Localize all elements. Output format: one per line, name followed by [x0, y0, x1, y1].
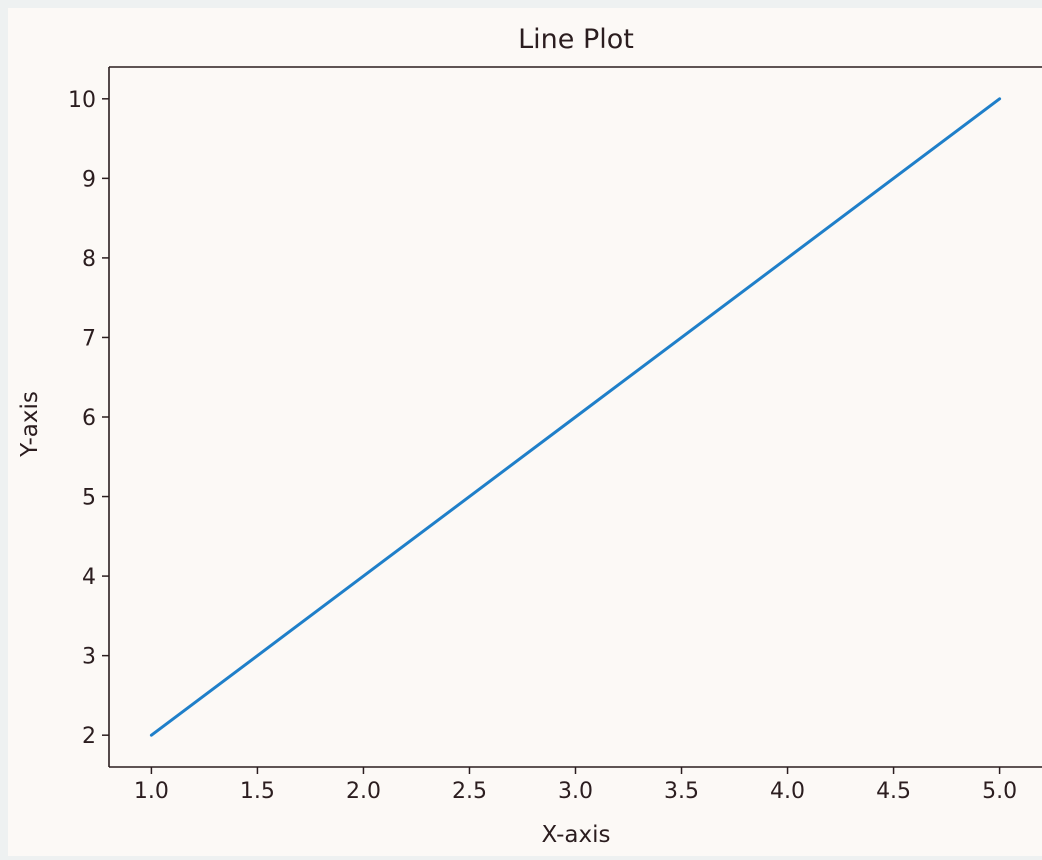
x-tick-label: 2.5	[452, 779, 487, 804]
y-tick-label: 8	[82, 247, 96, 272]
y-tick-label: 5	[82, 486, 96, 511]
x-tick-label: 1.5	[240, 779, 275, 804]
y-tick-label: 6	[82, 406, 96, 431]
chart-title: Line Plot	[518, 24, 634, 55]
y-tick-label: 7	[82, 326, 96, 351]
y-tick-label: 3	[82, 645, 96, 670]
y-tick-label: 4	[82, 565, 96, 590]
line-chart: Line Plot X-axis Y-axis 1.0 1.5 2.0 2.5 3.0 3…	[8, 8, 1042, 856]
series-line	[149, 97, 1002, 737]
x-tick-label: 5.0	[982, 779, 1017, 804]
x-tick-label: 4.5	[876, 779, 911, 804]
x-tick-label: 3.0	[558, 779, 593, 804]
x-axis-label: X-axis	[542, 822, 611, 848]
x-tick-label: 4.0	[770, 779, 805, 804]
chart-figure: Line Plot X-axis Y-axis 1.0 1.5 2.0 2.5 3.0 3…	[8, 8, 1042, 856]
y-axis-label: Y-axis	[17, 391, 43, 458]
x-tick-label: 2.0	[346, 779, 381, 804]
x-tick-label: 3.5	[664, 779, 699, 804]
y-tick-label: 10	[68, 88, 96, 113]
y-tick-label: 2	[82, 724, 96, 749]
plot-area: 1.0 1.5 2.0 2.5 3.0 3.5 4.0 4.5 5.0 2 3 4 5 6 7 8 9 10	[68, 66, 1042, 804]
y-tick-label: 9	[82, 167, 96, 192]
x-tick-label: 1.0	[134, 779, 169, 804]
